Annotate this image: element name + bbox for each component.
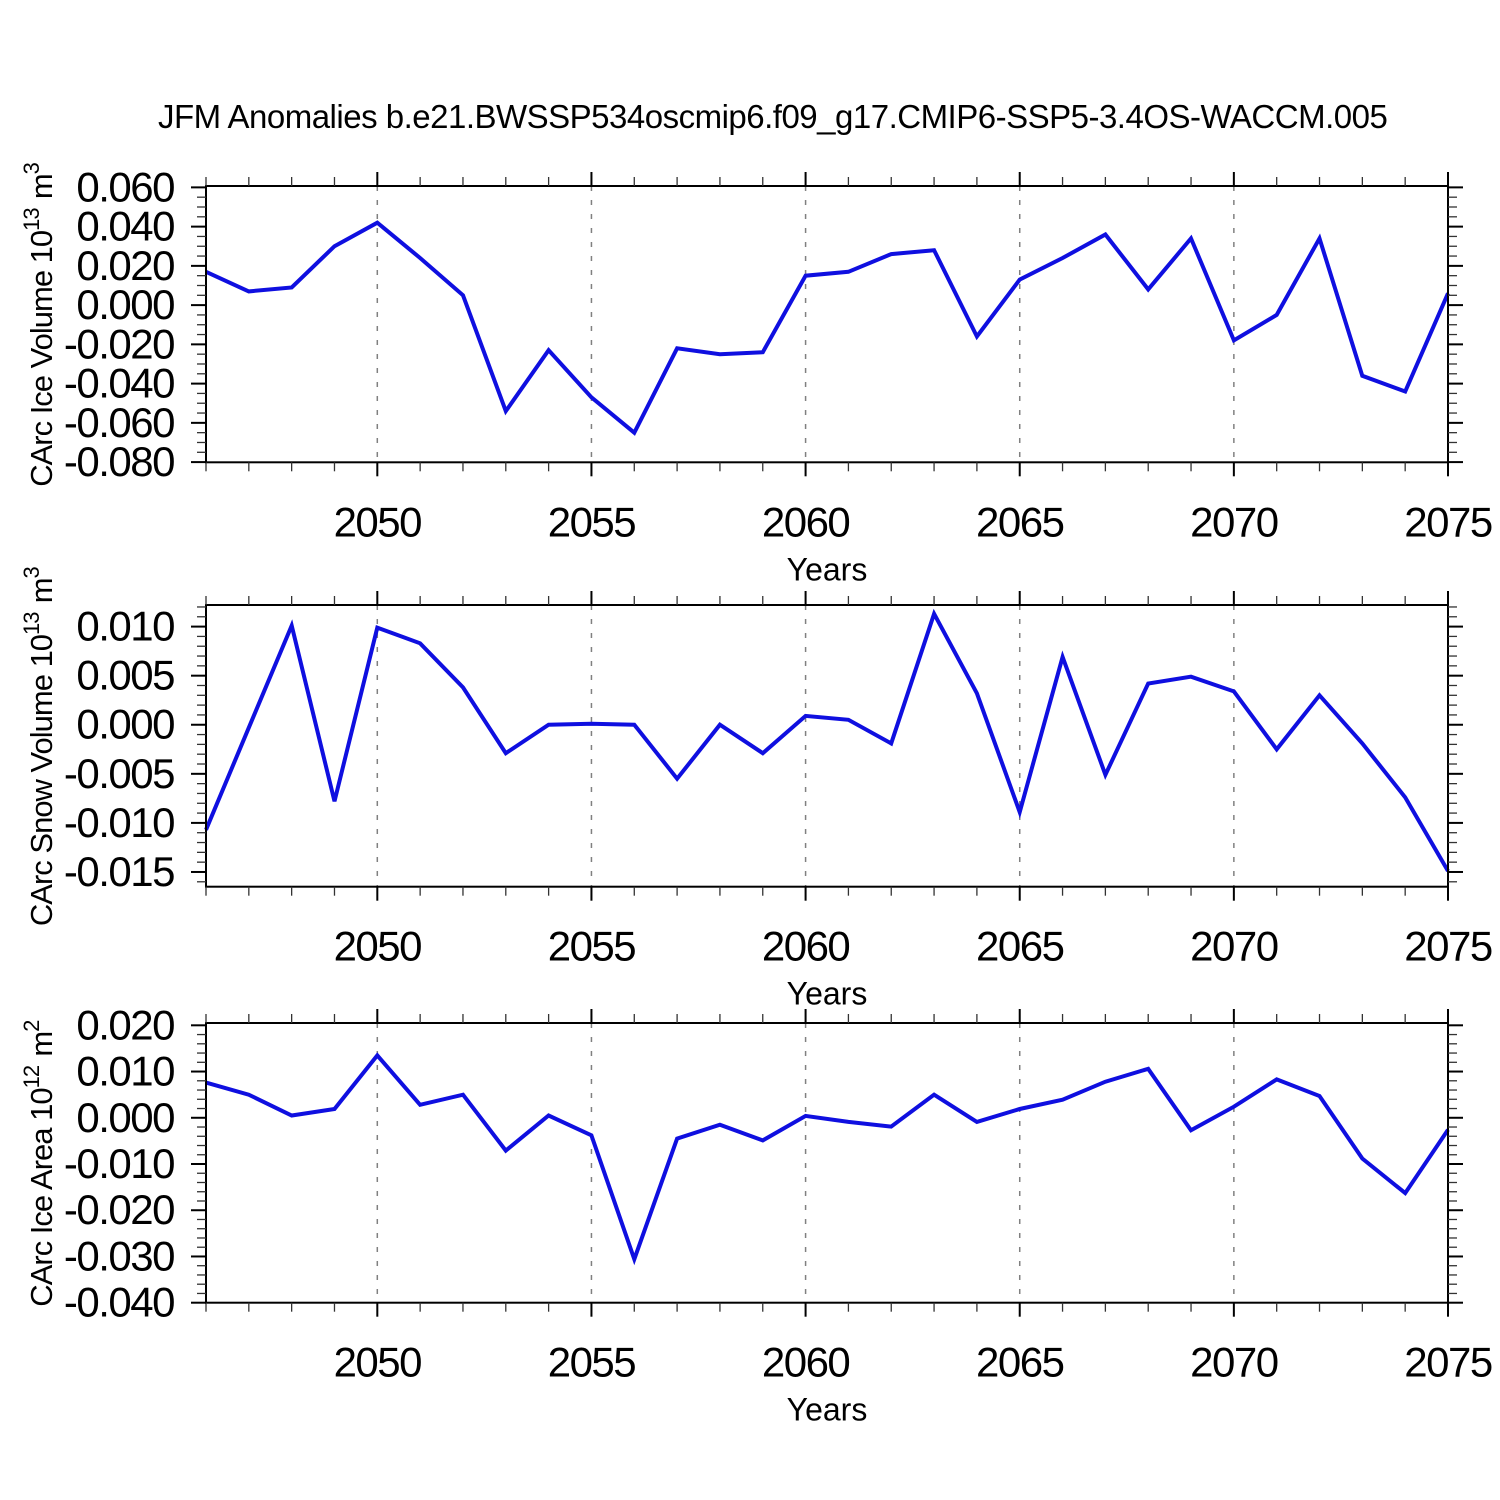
panel-ice-area-x-tick-label: 2060 (762, 1339, 850, 1386)
panel-ice-volume-x-tick-label: 2065 (976, 498, 1064, 545)
panel-snow-volume-x-tick-label: 2075 (1404, 923, 1492, 970)
panel-ice-area-gridlines (376, 1023, 1235, 1303)
panel-ice-area-y-tick-label: -0.040 (64, 1279, 174, 1326)
panel-snow-volume-y-tick-label: -0.015 (64, 848, 174, 895)
panel-ice-volume-x-title: Years (787, 551, 868, 587)
panel-ice-volume-x-tick-label: 2075 (1404, 498, 1492, 545)
panel-ice-area-x-tick-label: 2075 (1404, 1339, 1492, 1386)
panel-ice-volume-y-tick-label: -0.080 (64, 438, 174, 485)
panel-ice-volume-x-tick-label: 2050 (334, 498, 422, 545)
panel-snow-volume-y-tick-label: 0.010 (76, 603, 174, 650)
panel-snow-volume-x-title: Years (787, 976, 868, 1012)
panel-ice-volume-y-tick-label: -0.060 (64, 399, 174, 446)
panel-snow-volume-x-tick-label: 2050 (334, 923, 422, 970)
panel-ice-volume-x-tick-label: 2070 (1190, 498, 1278, 545)
panel-ice-area-y-tick-label: -0.010 (64, 1140, 174, 1187)
panel-ice-volume-y-tick-label: 0.060 (76, 163, 174, 210)
panel-snow-volume-gridlines (376, 605, 1235, 887)
panel-ice-area-y-tick-label: 0.010 (76, 1048, 174, 1095)
panel-snow-volume-data-line (204, 608, 1450, 873)
panel-ice-volume: 2050 2055 2060 2065 2070 2075Years0.0600.0400… (19, 161, 1493, 587)
panel-ice-area-y-tick-label: -0.030 (64, 1232, 174, 1279)
panel-ice-volume-y-tick-label: -0.020 (64, 320, 174, 367)
panel-snow-volume-y-tick-label: -0.005 (64, 750, 174, 797)
panel-ice-volume-y-tick-label: 0.040 (76, 203, 174, 250)
panel-ice-area-y-title: CArc Ice Area 1012 m2 (19, 1019, 59, 1307)
panel-snow-volume-x-tick-label: 2055 (548, 923, 636, 970)
panel-ice-volume-y-axis: 0.0600.0400.0200.000-0.020-0.040-0.060-0… (64, 163, 1463, 485)
panel-ice-volume-data-line (205, 220, 1450, 436)
panel-ice-area: 2050 2055 2060 2065 2070 2075 Years 0.0200.0100… (19, 1001, 1493, 1428)
panel-snow-volume-y-title: CArc Snow Volume 1013 m3 (19, 566, 59, 927)
panel-ice-area-frame (205, 1022, 1449, 1304)
panel-ice-area-x-tick-label: 2055 (548, 1339, 636, 1386)
panel-snow-volume-x-axis: 2050 2055 2060 2065 2070 2075 Years (205, 591, 1493, 1012)
panel-snow-volume: 2050 2055 2060 2065 2070 2075 Years 0.0100.0050… (19, 566, 1493, 1012)
panel-snow-volume-frame (205, 604, 1449, 888)
panel-ice-volume-y-tick-label: 0.000 (76, 281, 174, 328)
panel-ice-volume-y-tick-label: 0.020 (76, 242, 174, 289)
panel-snow-volume-x-tick-label: 2065 (976, 923, 1064, 970)
panel-ice-area-x-axis: 2050 2055 2060 2065 2070 2075 Years (205, 1009, 1493, 1428)
panel-ice-area-y-tick-label: 0.000 (76, 1094, 174, 1141)
panel-ice-area-x-tick-label: 2070 (1190, 1339, 1278, 1386)
figure-title: JFM Anomalies b.e21.BWSSP534oscmip6.f09_… (158, 98, 1388, 135)
panel-snow-volume-x-tick-label: 2060 (762, 923, 850, 970)
panel-snow-volume-y-tick-label: 0.000 (76, 701, 174, 748)
panel-snow-volume-y-tick-label: -0.010 (64, 799, 174, 846)
panel-ice-volume-gridlines (376, 186, 1235, 463)
panel-ice-area-y-tick-label: -0.020 (64, 1186, 174, 1233)
panel-ice-area-x-tick-label: 2065 (976, 1339, 1064, 1386)
panel-snow-volume-x-tick-label: 2070 (1190, 923, 1278, 970)
panel-ice-volume-x-tick-label: 2060 (762, 498, 850, 545)
panel-ice-volume-y-tick-label: -0.040 (64, 360, 174, 407)
panel-ice-area-data-line (205, 1052, 1450, 1266)
panel-ice-area-x-tick-label: 2050 (334, 1339, 422, 1386)
panel-ice-area-y-tick-label: 0.020 (76, 1001, 174, 1048)
panel-snow-volume-y-tick-label: 0.005 (76, 652, 174, 699)
panel-ice-volume-x-axis: 2050 2055 2060 2065 2070 2075 Years (205, 172, 1493, 587)
panel-ice-area-x-title: Years (787, 1392, 868, 1428)
panel-ice-volume-x-tick-label: 2055 (548, 498, 636, 545)
panel-ice-volume-y-title: CArc Ice Volume 1013 m3 (19, 161, 59, 486)
